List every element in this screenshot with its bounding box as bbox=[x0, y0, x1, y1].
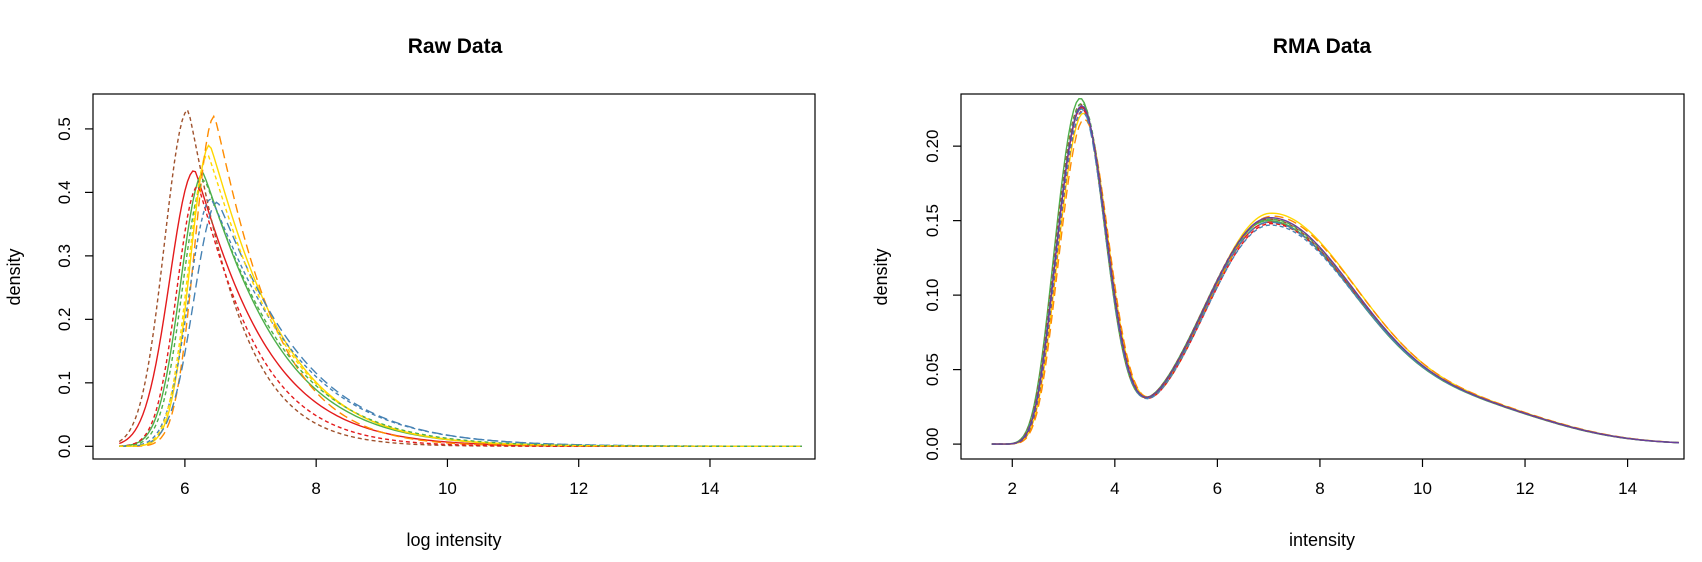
x-tick-label: 14 bbox=[1618, 479, 1637, 498]
series-line-4 bbox=[118, 108, 802, 448]
series-line-8 bbox=[119, 201, 802, 447]
y-tick-label: 0.2 bbox=[55, 308, 74, 332]
series-line-3 bbox=[119, 144, 802, 447]
series-line-7 bbox=[119, 197, 802, 447]
series-line-8 bbox=[991, 107, 1679, 445]
y-tick-label: 0.5 bbox=[55, 117, 74, 141]
raw-data-title: Raw Data bbox=[408, 35, 503, 58]
x-tick-label: 8 bbox=[311, 479, 320, 498]
series-line-6 bbox=[991, 109, 1679, 445]
raw-data-plot-frame bbox=[92, 93, 816, 460]
rma-data-plot-frame bbox=[960, 93, 1685, 460]
series-line-3 bbox=[991, 112, 1679, 445]
rma-data-y-axis: 0.00 0.05 0.10 0.15 0.20 bbox=[923, 130, 961, 461]
rma-data-x-axis-label: intensity bbox=[1289, 530, 1355, 550]
y-tick-label: 0.1 bbox=[55, 371, 74, 395]
x-tick-label: 6 bbox=[1213, 479, 1222, 498]
y-tick-label: 0.15 bbox=[923, 204, 942, 237]
x-tick-label: 10 bbox=[1413, 479, 1432, 498]
y-tick-label: 0.0 bbox=[55, 434, 74, 458]
series-line-10 bbox=[991, 104, 1679, 445]
raw-data-y-axis-label: density bbox=[4, 248, 24, 305]
rma-data-curves bbox=[991, 98, 1679, 445]
series-line-9 bbox=[119, 179, 802, 447]
rma-data-panel: RMA Data 2 4 6 8 10 12 14 0.00 0.05 0.10 0.15 0.20… bbox=[871, 35, 1685, 550]
x-tick-label: 14 bbox=[701, 479, 720, 498]
x-tick-label: 12 bbox=[569, 479, 588, 498]
y-tick-label: 0.20 bbox=[923, 130, 942, 163]
y-tick-label: 0.4 bbox=[55, 181, 74, 205]
series-line-5 bbox=[991, 118, 1679, 445]
series-line-2 bbox=[119, 172, 802, 447]
rma-data-x-axis: 2 4 6 8 10 12 14 bbox=[1008, 459, 1637, 498]
raw-data-curves bbox=[118, 108, 802, 448]
rma-data-title: RMA Data bbox=[1273, 35, 1372, 58]
raw-data-x-axis: 6 8 10 12 14 bbox=[180, 459, 719, 498]
x-tick-label: 12 bbox=[1516, 479, 1535, 498]
y-tick-label: 0.05 bbox=[923, 353, 942, 386]
raw-data-x-axis-label: log intensity bbox=[406, 530, 501, 550]
series-line-7 bbox=[991, 111, 1679, 445]
series-line-1 bbox=[118, 170, 802, 447]
rma-data-y-axis-label: density bbox=[871, 248, 891, 305]
x-tick-label: 10 bbox=[438, 479, 457, 498]
raw-data-y-axis: 0.0 0.1 0.2 0.3 0.4 0.5 bbox=[55, 117, 93, 458]
series-line-5 bbox=[119, 114, 802, 448]
y-tick-label: 0.3 bbox=[55, 244, 74, 268]
series-line-10 bbox=[119, 155, 802, 447]
x-tick-label: 4 bbox=[1110, 479, 1119, 498]
y-tick-label: 0.10 bbox=[923, 279, 942, 312]
x-tick-label: 8 bbox=[1315, 479, 1324, 498]
x-tick-label: 2 bbox=[1008, 479, 1017, 498]
raw-data-panel: Raw Data 6 8 10 12 14 0.0 0.1 0.2 0.3 0.4 0.5 log… bbox=[4, 35, 816, 550]
y-tick-label: 0.00 bbox=[923, 428, 942, 461]
x-tick-label: 6 bbox=[180, 479, 189, 498]
